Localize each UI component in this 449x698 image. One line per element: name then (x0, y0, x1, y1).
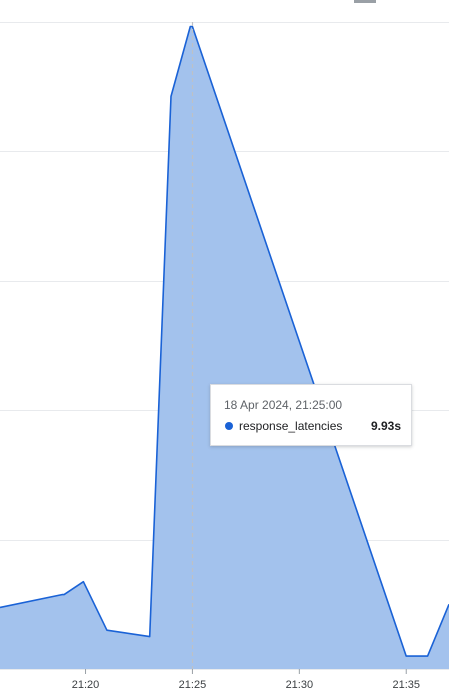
series-line (0, 25, 449, 657)
x-tick-label: 21:20 (72, 679, 100, 691)
series-dot-icon (225, 422, 233, 430)
x-tick-label: 21:35 (392, 679, 420, 691)
tooltip-series-name: response_latencies (239, 419, 343, 433)
x-tick-label: 21:25 (179, 679, 207, 691)
tooltip-series-row: response_latencies 9.93s (225, 417, 401, 435)
series-layer (0, 25, 449, 669)
series-area-fill (0, 26, 449, 669)
tooltip-series-value: 9.93s (370, 419, 401, 433)
x-tick-label: 21:30 (286, 679, 314, 691)
toolbar-edge-mark (354, 0, 376, 3)
x-axis: 21:20 21:25 21:30 21:35 (72, 669, 420, 691)
hover-tooltip: 18 Apr 2024, 21:25:00 response_latencies… (210, 384, 412, 446)
tooltip-timestamp: 18 Apr 2024, 21:25:00 (224, 398, 343, 412)
